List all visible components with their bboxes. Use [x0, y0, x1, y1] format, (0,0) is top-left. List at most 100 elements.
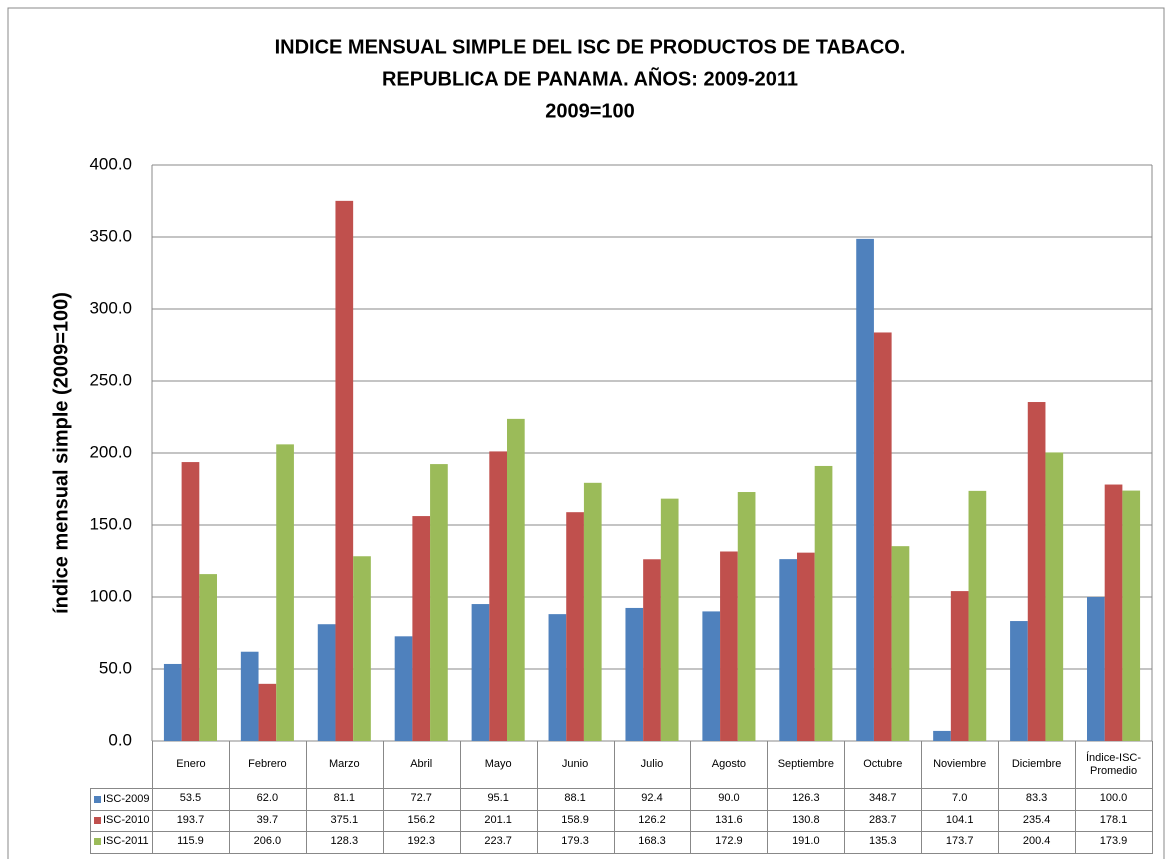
table-value: 193.7 [152, 809, 230, 832]
table-value: 178.1 [1075, 809, 1153, 832]
chart-border [7, 7, 1165, 859]
table-value: 135.3 [844, 831, 923, 854]
table-category: Agosto [690, 741, 769, 789]
bar [873, 332, 892, 741]
bar [779, 559, 797, 741]
bar [1122, 490, 1141, 741]
table-value: 130.8 [767, 809, 846, 832]
table-category: Índice-ISC-Promedio [1075, 741, 1153, 789]
table-value: 156.2 [382, 809, 461, 832]
table-value: 128.3 [305, 831, 384, 854]
table-category: Diciembre [998, 741, 1077, 789]
legend-item: ISC-2011 [90, 831, 153, 854]
table-value: 168.3 [613, 831, 692, 854]
bar [891, 546, 910, 741]
bar [163, 663, 182, 741]
bar [702, 611, 721, 741]
table-value: 81.1 [305, 788, 384, 811]
table-value: 131.6 [690, 809, 769, 832]
bar [353, 556, 371, 741]
table-category: Julio [613, 741, 692, 789]
bar [507, 418, 525, 741]
table-value: 126.3 [767, 788, 846, 811]
chart-title: 2009=100 [545, 100, 635, 122]
table-category: Noviembre [921, 741, 1000, 789]
bar [968, 490, 987, 741]
y-tick-label: 300.0 [89, 298, 132, 317]
bar [335, 200, 354, 741]
y-tick-label: 350.0 [89, 226, 132, 245]
table-value: 83.3 [998, 788, 1077, 811]
bar [1087, 597, 1105, 741]
table-value: 200.4 [998, 831, 1077, 854]
legend-item: ISC-2010 [90, 809, 153, 832]
bar [1027, 402, 1046, 741]
table-value: 191.0 [767, 831, 846, 854]
bar [430, 464, 448, 741]
bar [394, 636, 413, 741]
table-category: Enero [152, 741, 230, 789]
legend-swatch [94, 838, 101, 846]
bar [181, 462, 200, 741]
bar [797, 552, 815, 741]
table-value: 39.7 [228, 809, 307, 832]
chart-title: INDICE MENSUAL SIMPLE DEL ISC DE PRODUCT… [275, 36, 906, 58]
table-category: Febrero [228, 741, 307, 789]
bar [199, 574, 217, 741]
legend-item: ISC-2009 [90, 788, 153, 811]
table-value: 223.7 [459, 831, 538, 854]
table-value: 7.0 [921, 788, 1000, 811]
bar [412, 516, 431, 741]
table-category: Abril [382, 741, 461, 789]
table-value: 192.3 [382, 831, 461, 854]
bar [814, 465, 833, 741]
table-value: 179.3 [536, 831, 615, 854]
y-tick-label: 100.0 [89, 586, 132, 605]
table-value: 90.0 [690, 788, 769, 811]
bar [625, 607, 644, 741]
bar [1045, 452, 1064, 741]
table-category: Octubre [844, 741, 923, 789]
table-category: Septiembre [767, 741, 846, 789]
legend-label: ISC-2009 [103, 792, 150, 805]
table-value: 95.1 [459, 788, 538, 811]
chart-title: REPUBLICA DE PANAMA. AÑOS: 2009-2011 [382, 67, 798, 90]
bar [240, 651, 259, 741]
table-value: 173.9 [1075, 831, 1153, 854]
bar [720, 551, 738, 741]
table-value: 201.1 [459, 809, 538, 832]
table-value: 348.7 [844, 788, 923, 811]
y-tick-label: 50.0 [99, 658, 132, 677]
table-category: Mayo [459, 741, 538, 789]
bar [660, 498, 679, 741]
legend-label: ISC-2011 [103, 835, 149, 848]
bar [856, 238, 874, 741]
bar [583, 482, 602, 741]
bar [548, 614, 567, 741]
table-category: Marzo [305, 741, 384, 789]
bar [317, 624, 336, 741]
table-value: 283.7 [844, 809, 923, 832]
table-category: Junio [536, 741, 615, 789]
table-value: 173.7 [921, 831, 1000, 854]
table-value: 126.2 [613, 809, 692, 832]
legend-swatch [94, 795, 101, 803]
legend-swatch [94, 816, 101, 824]
bar [950, 591, 969, 741]
table-value: 53.5 [152, 788, 230, 811]
bar [566, 512, 584, 741]
table-value: 172.9 [690, 831, 769, 854]
table-value: 158.9 [536, 809, 615, 832]
table-value: 100.0 [1075, 788, 1153, 811]
table-value: 104.1 [921, 809, 1000, 832]
bar [276, 444, 294, 741]
table-value: 235.4 [998, 809, 1077, 832]
bar [258, 683, 277, 741]
bar [1104, 484, 1123, 741]
table-value: 62.0 [228, 788, 307, 811]
bar [471, 604, 490, 741]
table-value: 72.7 [382, 788, 461, 811]
legend-label: ISC-2010 [103, 813, 150, 826]
